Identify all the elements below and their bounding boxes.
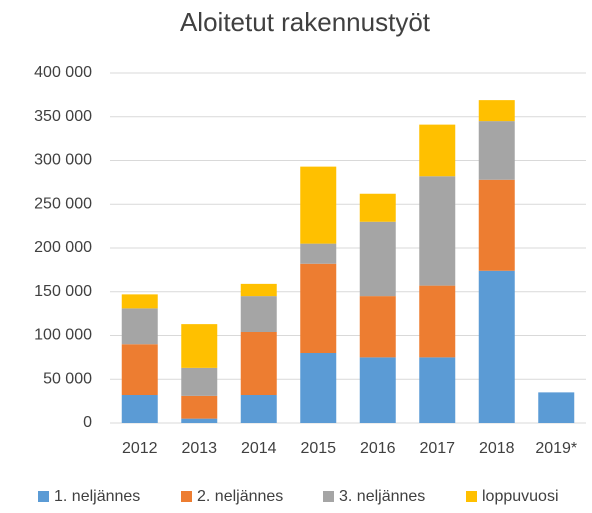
x-tick-label: 2016 [360,440,396,457]
x-tick-label: 2014 [241,440,277,457]
x-tick-label: 2015 [300,440,336,457]
legend-swatch [323,491,334,502]
y-tick-label: 150 000 [34,283,92,300]
legend-label: 2. neljännes [197,488,283,505]
legend-swatch [181,491,192,502]
bar-segment [121,395,158,423]
bar-segment [359,357,396,423]
bar-segment [121,308,158,345]
legend-swatch [466,491,477,502]
bar-segment [478,121,515,180]
bar-segment [240,395,277,423]
bar-segment [300,263,337,353]
legend-label: 3. neljännes [339,488,425,505]
bar-segment [240,283,277,297]
y-tick-label: 200 000 [34,239,92,256]
x-tick-label: 2012 [122,440,158,457]
y-tick-label: 350 000 [34,108,92,125]
y-tick-label: 300 000 [34,152,92,169]
bar-segment [121,294,158,309]
bar-segment [419,285,456,358]
y-tick-label: 0 [83,414,92,431]
y-tick-label: 50 000 [43,370,92,387]
bar-segment [419,124,456,177]
bar-segment [359,221,396,297]
bar-segment [419,357,456,423]
bar-segment [240,332,277,395]
x-tick-label: 2019* [535,440,577,457]
bar-segment [240,296,277,332]
bar-segment [181,418,218,423]
chart-title: Aloitetut rakennustyöt [180,7,431,37]
bar-segment [300,243,337,264]
bar-segment [359,193,396,222]
y-tick-label: 400 000 [34,64,92,81]
bar-segment [181,324,218,368]
bar-segment [300,353,337,423]
bar-segment [121,344,158,395]
bar-segment [538,392,575,423]
legend-label: 1. neljännes [54,488,140,505]
y-tick-label: 100 000 [34,327,92,344]
bar-segment [419,176,456,286]
bar-segment [478,270,515,423]
bar-segment [300,166,337,244]
bar-segment [478,100,515,122]
bar-segment [478,179,515,271]
x-tick-label: 2017 [419,440,455,457]
y-tick-label: 250 000 [34,195,92,212]
bar-segment [359,296,396,358]
legend-label: loppuvuosi [482,488,559,505]
x-tick-label: 2013 [181,440,217,457]
x-tick-label: 2018 [479,440,515,457]
bar-segment [181,367,218,396]
bar-segment [181,395,218,419]
legend-swatch [38,491,49,502]
